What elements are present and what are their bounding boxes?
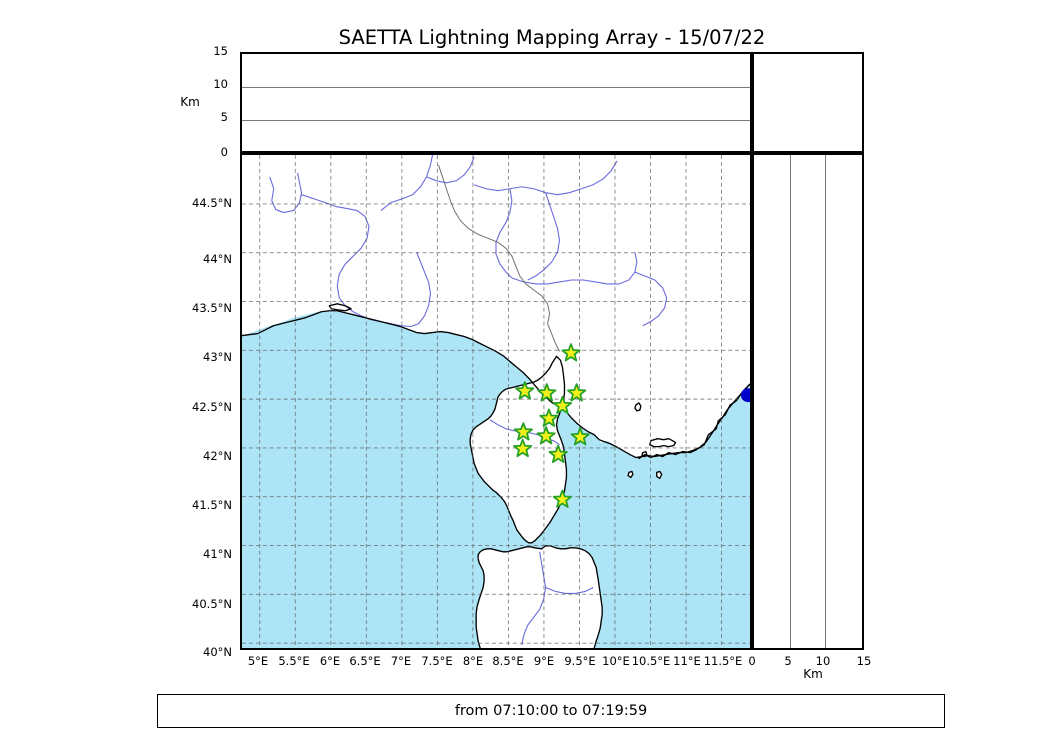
coast-elba bbox=[649, 438, 677, 448]
coast-montecristo bbox=[656, 470, 663, 480]
top-ytick-15: 15 bbox=[213, 44, 228, 58]
gridline-5km-v bbox=[789, 155, 791, 648]
page-title: SAETTA Lightning Mapping Array - 15/07/2… bbox=[338, 26, 766, 49]
corner-panel bbox=[752, 52, 864, 153]
coast-corsica bbox=[469, 355, 568, 544]
gridline-10km-v bbox=[825, 155, 827, 648]
right-xtick-5: 5 bbox=[784, 654, 792, 668]
gridline-10km bbox=[242, 87, 750, 88]
top-panel-ylabel: Km bbox=[180, 95, 200, 109]
lightning-map[interactable] bbox=[240, 153, 752, 650]
river-tiber bbox=[634, 271, 668, 327]
river-durance bbox=[301, 194, 370, 317]
station-marker-icon bbox=[552, 489, 573, 508]
lon-tick-10: 10°E bbox=[602, 654, 630, 668]
station-marker-icon bbox=[513, 422, 533, 441]
lat-tick-40.5: 40.5°N bbox=[192, 597, 232, 611]
border-france-italy bbox=[437, 164, 551, 324]
admin-borders-layer bbox=[437, 164, 560, 352]
station-marker-icon bbox=[567, 383, 587, 402]
sardinia-land bbox=[476, 545, 603, 648]
lat-tick-43.5: 43.5°N bbox=[192, 301, 232, 315]
lon-tick-10.5: 10.5°E bbox=[631, 654, 671, 668]
altitude-vs-latitude-panel bbox=[752, 153, 864, 650]
stations-layer bbox=[513, 343, 590, 508]
right-xtick-0: 0 bbox=[748, 654, 756, 668]
river-po bbox=[473, 160, 618, 196]
top-ytick-10: 10 bbox=[213, 77, 228, 91]
time-range-caption: from 07:10:00 to 07:19:59 bbox=[157, 694, 945, 728]
lon-tick-7: 7°E bbox=[390, 654, 412, 668]
top-ytick-5: 5 bbox=[220, 110, 228, 124]
river-rhone bbox=[269, 172, 303, 214]
right-xtick-10: 10 bbox=[815, 654, 831, 668]
altitude-vs-longitude-panel bbox=[240, 52, 752, 153]
station-marker-icon bbox=[536, 426, 556, 445]
lon-tick-6.5: 6.5°E bbox=[349, 654, 381, 668]
river-arno bbox=[511, 252, 638, 285]
lon-tick-8.5: 8.5°E bbox=[492, 654, 524, 668]
coast-gorgona bbox=[641, 450, 648, 458]
elba-island bbox=[649, 438, 676, 447]
map-gridlines bbox=[242, 155, 750, 648]
coast-sardinia bbox=[475, 545, 603, 648]
station-marker-icon bbox=[548, 444, 568, 463]
south-france-coast bbox=[242, 155, 750, 459]
lon-tick-9.5: 9.5°E bbox=[564, 654, 596, 668]
lon-tick-6: 6°E bbox=[319, 654, 341, 668]
coast-south-france bbox=[242, 310, 750, 459]
right-xtick-15: 15 bbox=[856, 654, 872, 668]
lat-tick-40: 40°N bbox=[203, 645, 232, 659]
lat-tick-41.5: 41.5°N bbox=[192, 498, 232, 512]
river-sardinia-1 bbox=[521, 551, 547, 646]
coastlines-layer bbox=[242, 303, 750, 648]
station-marker-icon bbox=[537, 383, 557, 402]
sources-layer bbox=[740, 388, 750, 403]
station-marker-icon bbox=[515, 381, 535, 400]
coast-capraia bbox=[634, 402, 642, 412]
river-north-1 bbox=[380, 155, 434, 211]
border-regional bbox=[547, 323, 560, 352]
top-ytick-0: 0 bbox=[220, 145, 228, 159]
station-marker-icon bbox=[513, 438, 533, 458]
time-range-text: from 07:10:00 to 07:19:59 bbox=[454, 703, 648, 719]
rivers-layer bbox=[269, 155, 668, 646]
river-tributary-a bbox=[495, 188, 513, 279]
station-marker-icon bbox=[552, 395, 573, 415]
lon-tick-5.5: 5.5°E bbox=[278, 654, 310, 668]
coast-pianosa bbox=[627, 470, 634, 479]
lon-tick-9: 9°E bbox=[533, 654, 555, 668]
lon-tick-5: 5°E bbox=[247, 654, 269, 668]
coast-italy-west bbox=[638, 383, 750, 460]
station-marker-icon bbox=[539, 408, 559, 427]
river-north-2 bbox=[426, 156, 475, 184]
river-tributary-b bbox=[527, 192, 561, 281]
lightning-source-dot bbox=[740, 388, 750, 403]
river-sardinia-2 bbox=[545, 586, 594, 594]
lat-tick-44.5: 44.5°N bbox=[192, 196, 232, 210]
gridline-5km bbox=[242, 120, 750, 121]
lat-tick-44: 44°N bbox=[203, 252, 232, 266]
lon-tick-11.5: 11.5°E bbox=[703, 654, 743, 668]
lat-tick-42.5: 42.5°N bbox=[192, 400, 232, 414]
station-marker-icon bbox=[570, 427, 590, 446]
station-marker-icon bbox=[561, 343, 581, 362]
right-panel-xlabel: Km bbox=[803, 667, 823, 681]
lat-tick-43: 43°N bbox=[203, 350, 232, 364]
lon-tick-8: 8°E bbox=[462, 654, 484, 668]
lon-tick-11: 11°E bbox=[673, 654, 701, 668]
map-graphics bbox=[242, 155, 750, 648]
lat-tick-42: 42°N bbox=[203, 449, 232, 463]
coast-lagoon-1 bbox=[328, 303, 352, 312]
lat-tick-41: 41°N bbox=[203, 547, 232, 561]
lon-tick-7.5: 7.5°E bbox=[421, 654, 453, 668]
